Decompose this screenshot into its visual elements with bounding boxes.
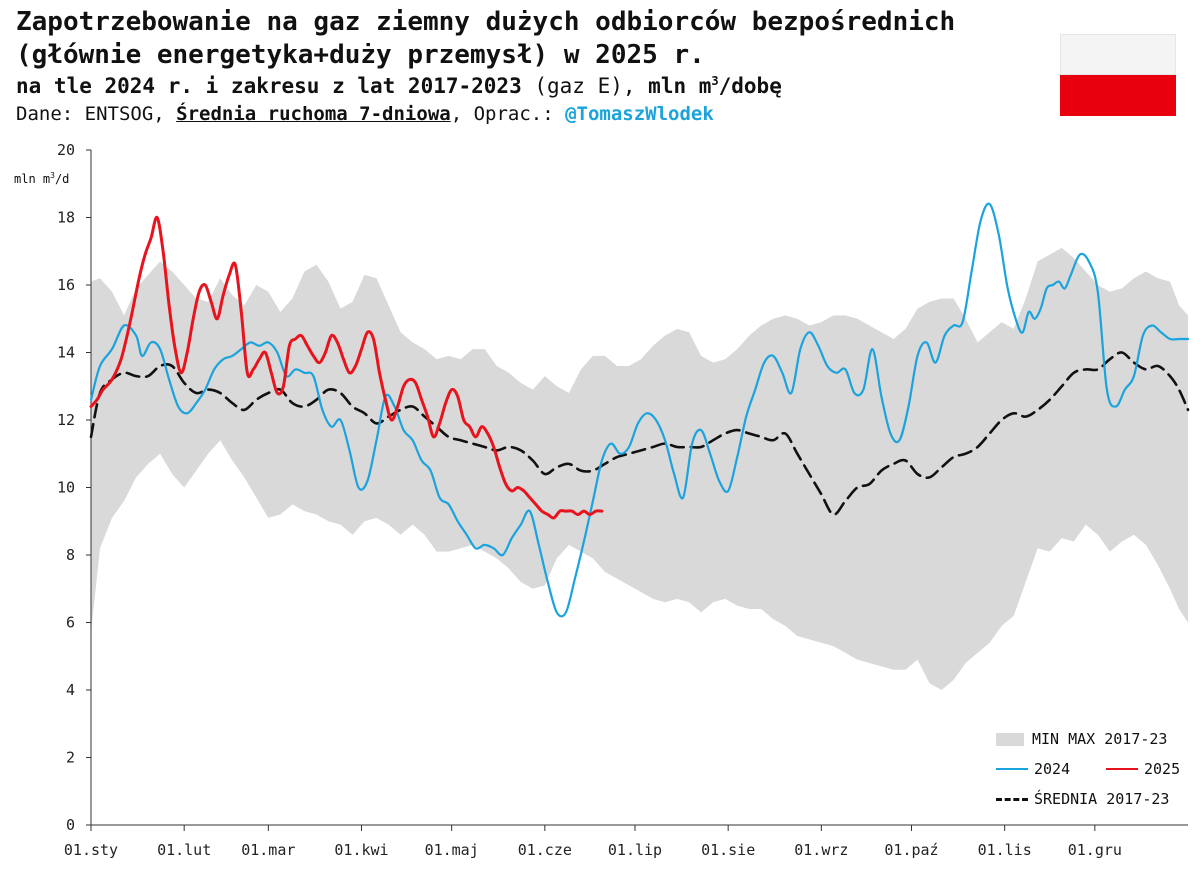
subtitle-gas-type: (gaz E), xyxy=(521,74,636,98)
y-tick-label: 6 xyxy=(66,614,75,632)
x-tick-label: 01.maj xyxy=(425,841,479,859)
x-tick-label: 01.lip xyxy=(608,841,662,859)
source-middle: , Oprac.: xyxy=(450,103,566,125)
poland-flag-icon xyxy=(1060,34,1176,116)
y-tick-label: 20 xyxy=(57,141,75,159)
axes-layer: 0 2 4 6 8 10 12 14 16 18 20 01.sty 01.lut 01.mar 01.kw… xyxy=(57,141,1188,859)
subtitle-unit-b: /dobę xyxy=(718,74,782,98)
legend-swatch-2024 xyxy=(996,768,1028,770)
x-tick-label: 01.cze xyxy=(518,841,572,859)
legend-label-average: ŚREDNIA 2017-23 xyxy=(1034,790,1170,808)
y-axis-title: mln m3/d xyxy=(14,171,70,187)
flag-white-stripe xyxy=(1060,34,1176,75)
subtitle-unit-sup: 3 xyxy=(711,74,719,88)
x-tick-label: 01.sie xyxy=(701,841,755,859)
y-tick-label: 16 xyxy=(57,276,75,294)
title-block: Zapotrzebowanie na gaz ziemny dużych odb… xyxy=(16,6,955,128)
chart-title-line2: (głównie energetyka+duży przemysł) w 202… xyxy=(16,40,705,70)
y-tick-label: 14 xyxy=(57,344,75,362)
subtitle-years: na tle 2024 r. i zakresu z lat 2017-2023 xyxy=(16,74,522,98)
minmax-band-area xyxy=(91,247,1188,690)
author-handle-link[interactable]: @TomaszWlodek xyxy=(565,103,714,125)
legend-swatch-band xyxy=(996,732,1024,746)
min-max-band-layer xyxy=(91,247,1188,690)
source-line: Dane: ENTSOG, Średnia ruchoma 7-dniowa, … xyxy=(16,101,955,128)
legend-swatch-2025 xyxy=(1106,768,1138,770)
y-tick-label: 8 xyxy=(66,546,75,564)
x-tick-label: 01.gru xyxy=(1068,841,1122,859)
flag-red-stripe xyxy=(1060,75,1176,116)
x-tick-label: 01.lut xyxy=(157,841,211,859)
chart-subtitle: na tle 2024 r. i zakresu z lat 2017-2023… xyxy=(16,72,955,101)
y-tick-label: 0 xyxy=(66,816,75,834)
x-tick-label: 01.lis xyxy=(978,841,1032,859)
legend-item-average: ŚREDNIA 2017-23 xyxy=(996,790,1169,808)
legend-item-2024: 2024 xyxy=(996,760,1070,778)
y-tick-label: 10 xyxy=(57,479,75,497)
x-tick-label: 01.sty xyxy=(64,841,118,859)
y-tick-label: 4 xyxy=(66,681,75,699)
legend-label-minmax: MIN MAX 2017-23 xyxy=(1032,730,1168,748)
x-tick-label: 01.wrz xyxy=(794,841,848,859)
series-lines-layer xyxy=(89,202,1190,618)
x-tick-label: 01.kwi xyxy=(334,841,388,859)
chart-title-line1: Zapotrzebowanie na gaz ziemny dużych odb… xyxy=(16,7,956,37)
y-tick-label: 18 xyxy=(57,209,75,227)
source-prefix: Dane: ENTSOG, xyxy=(16,103,177,125)
series-line-2025 xyxy=(89,215,604,520)
moving-average-note: Średnia ruchoma 7-dniowa xyxy=(176,103,451,125)
x-tick-label: 01.mar xyxy=(241,841,295,859)
x-tick-label: 01.paź xyxy=(884,841,938,859)
y-tick-label: 2 xyxy=(66,749,75,767)
legend-item-2025: 2025 xyxy=(1106,760,1180,778)
legend-label-2024: 2024 xyxy=(1034,760,1071,778)
legend-label-2025: 2025 xyxy=(1144,760,1181,778)
series-line--rednia-2017-23 xyxy=(89,351,1190,516)
legend-swatch-average xyxy=(996,797,1028,801)
legend-item-minmax: MIN MAX 2017-23 xyxy=(996,730,1167,748)
y-tick-label: 12 xyxy=(57,411,75,429)
subtitle-unit-a: mln m xyxy=(635,74,712,98)
